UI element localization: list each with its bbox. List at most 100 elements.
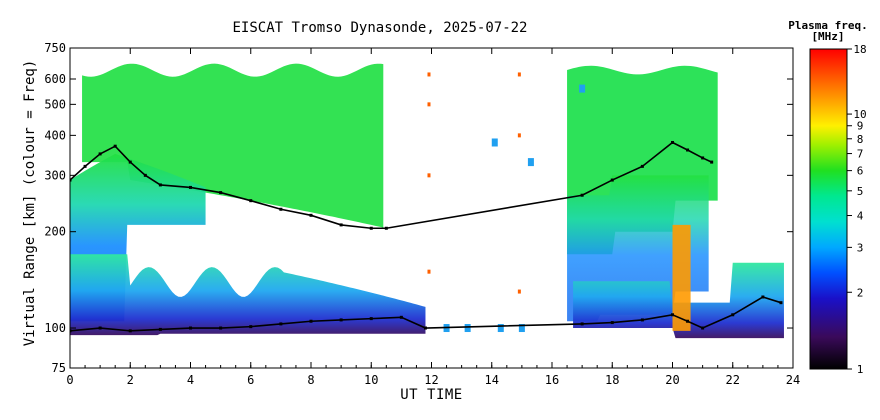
- x-tick-label-12: 24: [786, 373, 800, 387]
- series-point-0-1: [83, 164, 87, 168]
- colorbar-tick-label-5: 6: [857, 165, 864, 178]
- e-region-morning-echo: [70, 254, 426, 336]
- y-tick-label-7: 750: [44, 41, 66, 55]
- series-point-0-20: [701, 156, 705, 160]
- series-point-0-2: [98, 152, 102, 156]
- series-line-0: [70, 141, 712, 230]
- series-point-1-14: [610, 321, 614, 325]
- sporadic-e-echo: [672, 224, 691, 331]
- series-point-0-18: [671, 140, 674, 144]
- colorbar-tick-label-9: 10: [853, 108, 866, 121]
- colorbar-title-text: Plasma freq.: [788, 19, 868, 32]
- y-tick-label-5: 500: [44, 97, 66, 111]
- y-tick-label-3: 300: [44, 168, 66, 182]
- colorbar-tick-label-2: 3: [857, 241, 864, 254]
- x-tick-label-9: 18: [605, 373, 619, 387]
- series-point-1-2: [128, 329, 132, 333]
- x-tick-label-1: 2: [127, 373, 134, 387]
- chart-title: EISCAT Tromso Dynasonde, 2025-07-22: [232, 20, 528, 36]
- x-tick-label-2: 4: [187, 373, 194, 387]
- series-line-1: [70, 296, 782, 332]
- x-tick-label-7: 14: [485, 373, 499, 387]
- series-point-0-11: [309, 213, 313, 217]
- series-point-0-16: [610, 178, 614, 182]
- series-point-1-6: [249, 325, 253, 329]
- x-tick-label-4: 8: [307, 373, 314, 387]
- series-point-1-7: [279, 322, 283, 326]
- gap-marker-1: [427, 102, 431, 107]
- series-point-1-13: [580, 322, 584, 326]
- series-point-1-15: [640, 318, 644, 322]
- y-tick-label-1: 100: [44, 321, 66, 335]
- series-point-1-12: [423, 326, 427, 330]
- series-point-0-4: [128, 160, 132, 164]
- colorbar-tick-label-0: 1: [857, 363, 864, 376]
- x-tick-label-5: 10: [364, 373, 378, 387]
- series-point-1-21: [779, 301, 783, 305]
- series-point-0-15: [580, 193, 584, 197]
- gap-marker-0: [427, 72, 431, 77]
- gap-marker-6: [517, 289, 521, 294]
- series-point-0-8: [219, 191, 223, 195]
- series-point-0-10: [279, 207, 283, 211]
- gap-marker-5: [517, 133, 521, 138]
- gap-marker-3: [427, 269, 431, 274]
- colorbar-tick-label-6: 7: [857, 148, 864, 161]
- colorbar-tick-label-1: 2: [857, 286, 864, 299]
- series-point-1-0: [70, 329, 72, 333]
- gap-marker-2: [427, 173, 431, 178]
- isolated-echo-5: [527, 158, 534, 167]
- x-tick-label-3: 6: [247, 373, 254, 387]
- series-point-0-21: [710, 160, 714, 164]
- colorbar-tick-label-10: 18: [853, 43, 866, 56]
- e-region-evening-echo: [573, 262, 784, 339]
- series-point-0-13: [369, 226, 373, 230]
- isolated-echo-3: [518, 324, 525, 333]
- x-tick-label-8: 16: [545, 373, 559, 387]
- x-tick-label-11: 22: [726, 373, 740, 387]
- series-point-0-6: [158, 183, 162, 187]
- series-point-1-3: [158, 327, 162, 331]
- x-tick-label-6: 12: [424, 373, 438, 387]
- colorbar-title: Plasma freq. [MHz]: [778, 20, 878, 42]
- y-tick-label-4: 400: [44, 128, 66, 142]
- series-point-1-10: [369, 317, 373, 321]
- isolated-echo-6: [579, 84, 586, 93]
- x-tick-label-10: 20: [665, 373, 679, 387]
- y-tick-label-6: 600: [44, 72, 66, 86]
- series-point-0-19: [686, 148, 690, 152]
- series-point-1-1: [98, 326, 102, 330]
- colorbar: [809, 48, 848, 370]
- series-point-0-0: [70, 178, 72, 182]
- series-point-1-9: [339, 318, 343, 322]
- colorbar-unit: [MHz]: [811, 30, 845, 43]
- y-tick-label-2: 200: [44, 225, 66, 239]
- series-point-1-20: [761, 295, 765, 299]
- series-point-1-17: [686, 319, 690, 323]
- isolated-echo-1: [464, 324, 471, 333]
- colorbar-tick-label-4: 5: [857, 185, 864, 198]
- y-tick-label-0: 75: [52, 361, 66, 375]
- series-point-0-3: [113, 144, 117, 148]
- series-point-0-17: [640, 164, 644, 168]
- series-point-0-7: [189, 185, 192, 189]
- colorbar-tick-label-8: 9: [857, 120, 864, 133]
- series-point-0-14: [384, 226, 388, 230]
- series-point-1-4: [189, 326, 192, 330]
- series-point-1-18: [701, 326, 705, 330]
- isolated-echo-2: [497, 324, 504, 333]
- x-tick-label-0: 0: [66, 373, 73, 387]
- series-point-0-5: [143, 173, 147, 177]
- series-point-0-9: [249, 199, 253, 203]
- colorbar-tick-label-3: 4: [857, 210, 864, 223]
- gap-marker-4: [517, 72, 521, 77]
- series-point-1-16: [671, 313, 674, 317]
- f-region-upper-echo: [82, 63, 384, 228]
- x-axis-label: UT TIME: [400, 387, 463, 403]
- series-point-1-8: [309, 319, 313, 323]
- series-point-1-11: [399, 315, 403, 319]
- series-point-0-12: [339, 223, 343, 227]
- series-point-1-5: [219, 326, 223, 330]
